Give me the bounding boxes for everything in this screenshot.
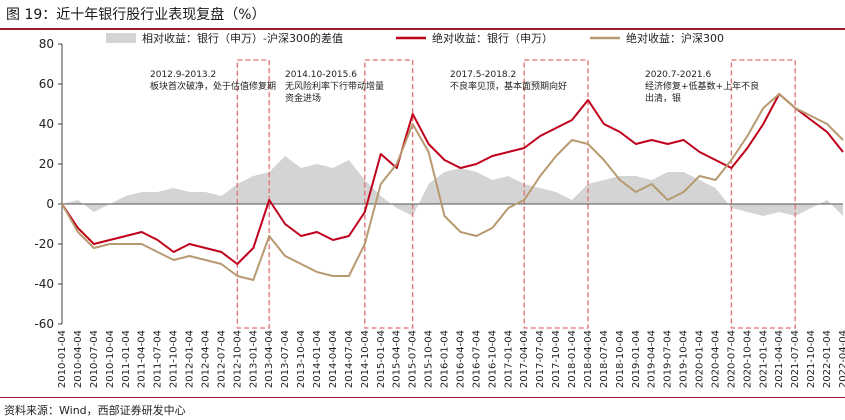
x-tick-label: 2021-10-04 [806, 330, 817, 388]
x-tick-label: 2011-01-04 [121, 330, 132, 388]
x-tick-label: 2015-04-04 [392, 330, 403, 388]
x-tick-label: 2012-10-04 [232, 330, 243, 388]
highlight-box-4 [730, 59, 796, 329]
x-tick-label: 2013-01-04 [248, 330, 259, 388]
x-tick-label: 2018-01-04 [567, 330, 578, 388]
y-tick-label: 20 [39, 157, 54, 171]
x-tick-label: 2014-07-04 [344, 330, 355, 388]
x-tick-label: 2012-01-04 [185, 330, 196, 388]
x-tick-label: 2021-07-04 [790, 330, 801, 388]
relative-return-area [62, 156, 843, 216]
highlight-box-2 [364, 59, 414, 329]
x-tick-label: 2021-01-04 [758, 330, 769, 388]
x-tick-label: 2010-07-04 [89, 330, 100, 388]
x-tick-label: 2019-10-04 [679, 330, 690, 388]
x-tick-label: 2015-10-04 [424, 330, 435, 388]
line-layer [61, 93, 844, 281]
source-note: 资料来源：Wind，西部证券研发中心 [4, 404, 186, 417]
x-tick-label: 2017-07-04 [535, 330, 546, 388]
y-tick-label: 0 [46, 197, 54, 211]
x-tick-label: 2016-04-04 [455, 330, 466, 388]
performance-chart: 相对收益：银行（申万）-沪深300的差值 绝对收益：银行（申万） 绝对收益：沪深30… [34, 31, 845, 388]
axis-layer: -60 -40 -20 0 20 40 60 80 2010-01-04 2010-04-04 20… [34, 37, 845, 388]
highlight-box-layer [236, 59, 796, 329]
x-tick-label: 2021-04-04 [774, 330, 785, 388]
annotation-label-1: 2012.9-2013.2 板块首次破净，处于估值修复期 [150, 70, 276, 92]
x-tick-label: 2015-07-04 [408, 330, 419, 388]
legend-bank-line-label: 绝对收益：银行（申万） [432, 31, 553, 45]
x-tick-label: 2011-07-04 [153, 330, 164, 388]
x-tick-label: 2018-10-04 [615, 330, 626, 388]
figure-title: 图 19：近十年银行股行业表现复盘（%） [6, 7, 266, 23]
x-tick-label: 2016-10-04 [487, 330, 498, 388]
x-tick-label: 2013-07-04 [280, 330, 291, 388]
annotation-layer: 2012.9-2013.2 板块首次破净，处于估值修复期 2014.10-2015.… [150, 70, 759, 104]
x-tick-label: 2022-01-04 [822, 330, 833, 388]
y-tick-label: 80 [39, 37, 54, 51]
x-tick-label: 2016-01-04 [440, 330, 451, 388]
x-tick-label: 2014-04-04 [328, 330, 339, 388]
highlight-box-3 [523, 59, 589, 329]
x-tick-label: 2011-04-04 [137, 330, 148, 388]
legend: 相对收益：银行（申万）-沪深300的差值 绝对收益：银行（申万） 绝对收益：沪深30… [106, 31, 724, 45]
csi300-absolute-return-line [61, 93, 844, 281]
x-tick-label: 2022-04-04 [838, 330, 845, 388]
x-tick-label: 2010-04-04 [73, 330, 84, 388]
x-tick-label: 2020-04-04 [710, 330, 721, 388]
x-tick-label: 2010-10-04 [105, 330, 116, 388]
x-tick-label: 2018-04-04 [583, 330, 594, 388]
highlight-box-1 [236, 59, 270, 329]
relative-return-area-layer [62, 156, 843, 216]
x-tick-label: 2012-04-04 [200, 330, 211, 388]
x-tick-label: 2020-01-04 [695, 330, 706, 388]
y-tick-label: -40 [34, 277, 54, 291]
x-tick-label: 2010-01-04 [57, 330, 68, 388]
x-tick-label: 2013-10-04 [296, 330, 307, 388]
y-tick-label: -20 [34, 237, 54, 251]
x-tick-label: 2019-01-04 [631, 330, 642, 388]
x-tick-label: 2019-04-04 [647, 330, 658, 388]
x-tick-label: 2017-01-04 [503, 330, 514, 388]
annotation-label-3: 2017.5-2018.2 不良率见顶，基本面预期向好 [450, 70, 567, 92]
legend-relative-area-label: 相对收益：银行（申万）-沪深300的差值 [142, 31, 343, 45]
x-tick-label: 2020-07-04 [726, 330, 737, 388]
x-tick-label: 2016-07-04 [471, 330, 482, 388]
legend-relative-area-swatch [106, 33, 136, 43]
x-tick-label: 2014-01-04 [312, 330, 323, 388]
y-tick-label: 60 [39, 77, 54, 91]
x-tick-label: 2012-07-04 [216, 330, 227, 388]
y-tick-label: 40 [39, 117, 54, 131]
x-tick-label: 2018-07-04 [599, 330, 610, 388]
x-tick-label: 2017-04-04 [519, 330, 530, 388]
x-tick-label: 2015-01-04 [376, 330, 387, 388]
legend-csi300-line-label: 绝对收益：沪深300 [626, 31, 724, 45]
bank-absolute-return-line [61, 93, 844, 265]
x-tick-label: 2014-10-04 [360, 330, 371, 388]
y-tick-label: -60 [34, 317, 54, 331]
x-tick-label: 2017-10-04 [551, 330, 562, 388]
x-tick-label: 2019-07-04 [663, 330, 674, 388]
x-tick-label: 2020-10-04 [742, 330, 753, 388]
bottom-divider [0, 397, 845, 398]
annotation-label-4: 2020.7-2021.6 经济修复+低基数+上年不良出清，银 [645, 70, 759, 104]
annotation-label-2: 2014.10-2015.6 无风险利率下行带动增量资金进场 [285, 70, 384, 104]
x-tick-label: 2011-10-04 [169, 330, 180, 388]
title-divider [0, 28, 845, 30]
x-tick-label: 2013-04-04 [264, 330, 275, 388]
